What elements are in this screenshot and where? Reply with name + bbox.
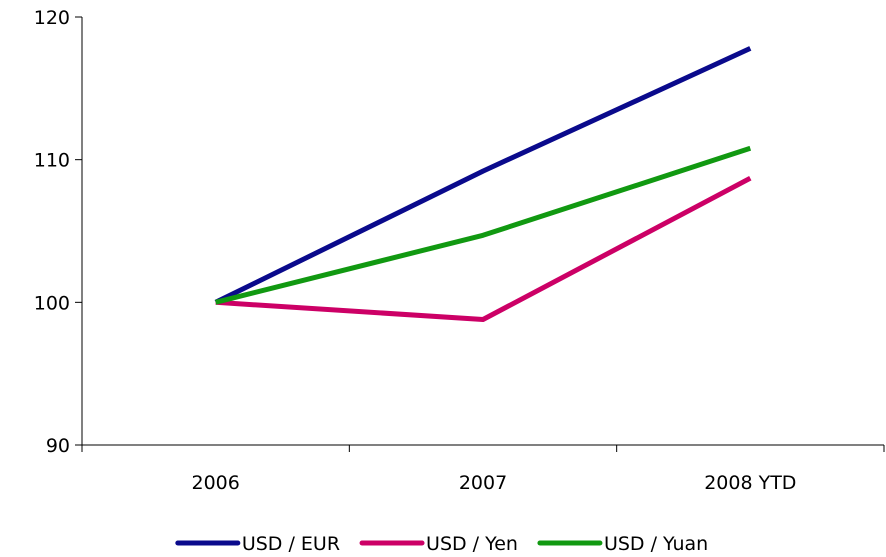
axes [81,17,884,446]
legend-label: USD / Yuan [604,533,708,555]
y-tick-label: 100 [34,292,70,314]
y-axis-ticks: 90 100 110 120 [34,7,82,457]
series-line-3 [215,145,752,305]
y-tick-label: 90 [46,435,70,457]
series-line-1 [214,46,752,305]
series-line-2 [215,175,752,322]
legend-item: USD / EUR [175,533,340,555]
x-axis-ticks: 2006 2007 2008 YTD [81,445,885,494]
y-tick-label: 110 [34,150,70,172]
legend-item: USD / Yuan [537,533,708,555]
series-lines [214,46,752,322]
legend: USD / EUR USD / Yen USD / Yuan [175,533,708,555]
legend-item: USD / Yen [359,533,518,555]
legend-label: USD / EUR [242,533,340,555]
x-tick-label: 2006 [191,472,239,494]
legend-label: USD / Yen [426,533,518,555]
x-tick-label: 2008 YTD [704,472,796,494]
y-tick-label: 120 [34,7,70,29]
x-tick-label: 2007 [459,472,507,494]
